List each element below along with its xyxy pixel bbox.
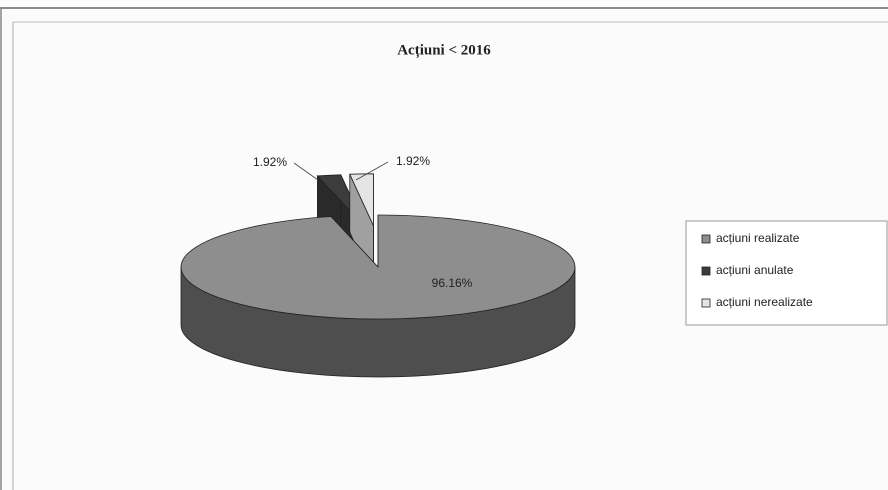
- pie: 96.16% 1.92% 1.92%: [180, 154, 576, 378]
- legend-label: acțiuni realizate: [716, 231, 800, 245]
- data-label: 1.92%: [396, 154, 430, 168]
- legend-label: acțiuni anulate: [716, 263, 794, 277]
- legend-swatch: [701, 266, 711, 276]
- slice: [349, 173, 374, 226]
- data-label: 1.92%: [253, 155, 287, 169]
- data-label: 96.16%: [432, 276, 473, 290]
- legend-box: [685, 220, 888, 326]
- legend-label: acțiuni nerealizate: [716, 295, 813, 309]
- slice: [180, 214, 576, 320]
- legend: acțiuni realizate acțiuni anulate acțiuni …: [701, 231, 813, 309]
- chart-title: Acțiuni < 2016: [397, 42, 491, 58]
- leader-line: [293, 162, 319, 181]
- legend-swatch: [701, 234, 711, 244]
- legend-swatch: [701, 298, 711, 308]
- leader-line: [355, 161, 389, 181]
